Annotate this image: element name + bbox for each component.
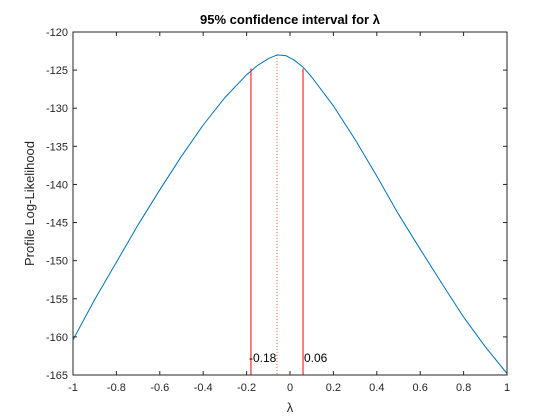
- ci-lower-label: -0.18: [249, 351, 277, 365]
- x-axis-label: λ: [287, 400, 294, 415]
- y-tick-label: -145: [46, 218, 68, 230]
- y-tick-label: -125: [46, 65, 68, 77]
- y-tick-label: -160: [46, 332, 68, 344]
- y-tick-label: -140: [46, 179, 68, 191]
- y-tick-label: -165: [46, 370, 68, 382]
- x-tick-label: 0.4: [369, 382, 384, 394]
- chart-title: 95% confidence interval for λ: [200, 12, 381, 27]
- y-tick-label: -155: [46, 294, 68, 306]
- series-line-0: [72, 54, 508, 374]
- x-tick-label: 0: [287, 382, 293, 394]
- x-tick-label: -1: [68, 382, 78, 394]
- x-tick-label: -0.2: [237, 382, 256, 394]
- x-tick-label: 1: [504, 382, 510, 394]
- x-tick-label: 0.2: [326, 382, 341, 394]
- ci-upper-label: 0.06: [304, 351, 328, 365]
- y-tick-label: -130: [46, 103, 68, 115]
- x-tick-label: -0.6: [150, 382, 169, 394]
- plot-frame: [72, 31, 508, 376]
- y-axis-label: Profile Log-Likelihood: [22, 141, 37, 266]
- x-tick-label: -0.4: [194, 382, 213, 394]
- x-tick-label: 0.8: [456, 382, 471, 394]
- y-tick-label: -120: [46, 27, 68, 39]
- x-tick-label: -0.8: [107, 382, 126, 394]
- y-tick-label: -135: [46, 141, 68, 153]
- y-tick-label: -150: [46, 256, 68, 268]
- x-tick-label: 0.6: [413, 382, 428, 394]
